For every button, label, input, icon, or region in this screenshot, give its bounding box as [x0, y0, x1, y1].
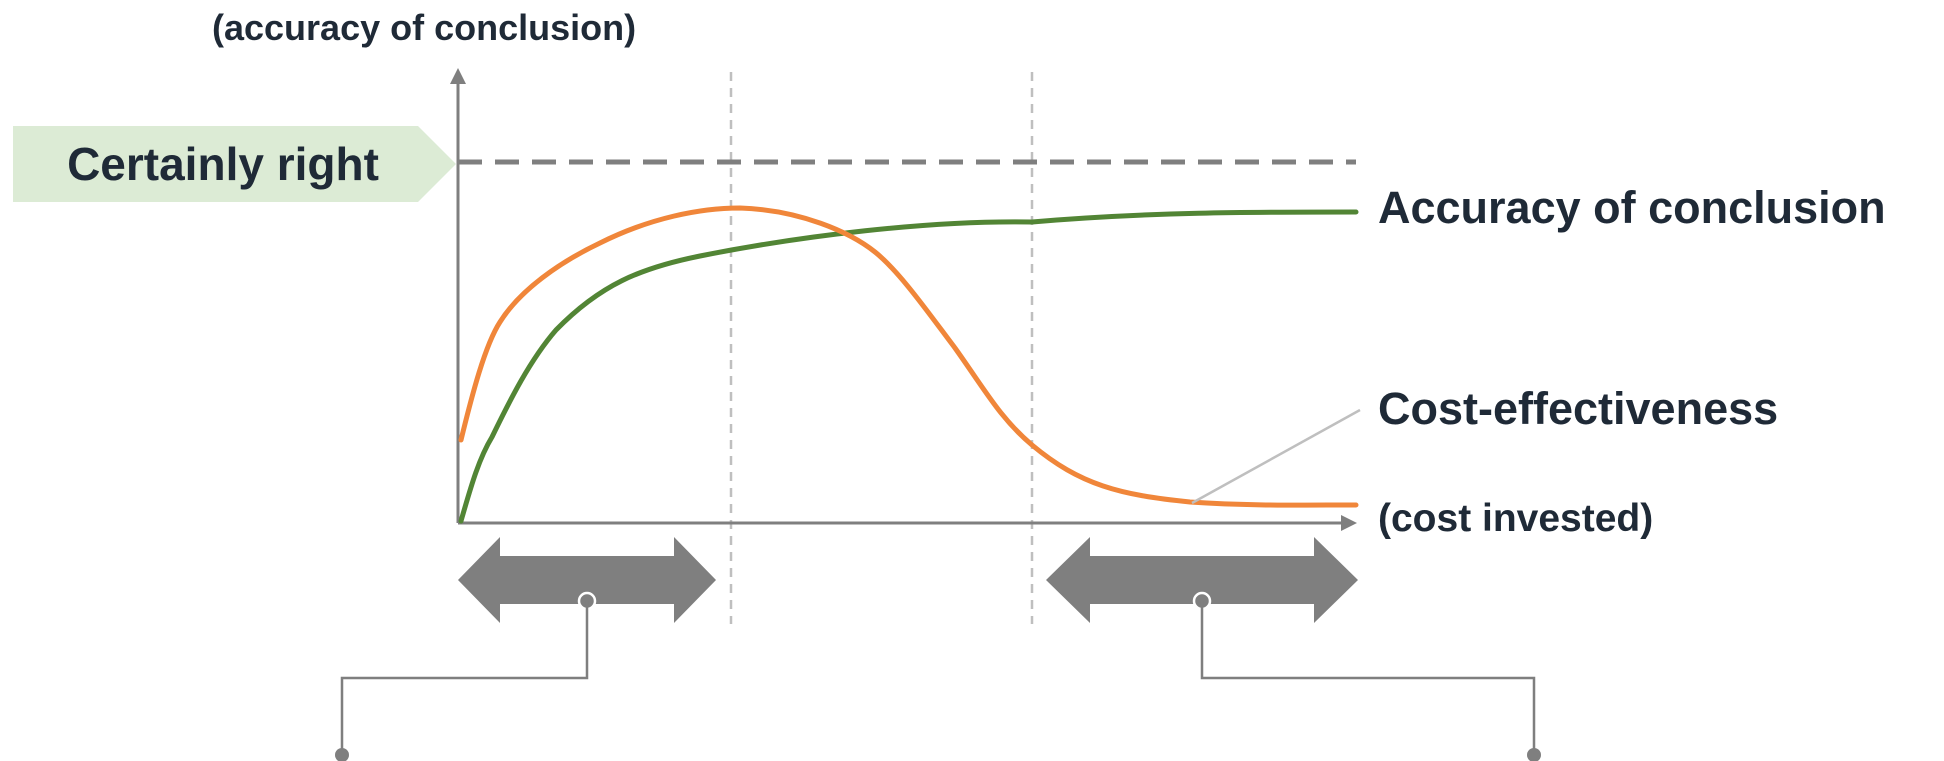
cost-effectiveness-leader-line [1191, 408, 1361, 505]
x-axis [458, 515, 1357, 531]
accuracy-curve [458, 209, 1359, 524]
x-axis-label: (cost invested) [1378, 497, 1653, 540]
right-callout-connector [1192, 591, 1541, 761]
y-axis-label: (accuracy of conclusion) [212, 7, 636, 48]
left-range-double-arrow-icon [458, 537, 716, 623]
y-axis-arrowhead [450, 68, 466, 84]
certainly-right-label: Certainly right [67, 138, 379, 190]
cost-effectiveness-series-label: Cost-effectiveness [1378, 383, 1778, 434]
accuracy-series-label: Accuracy of conclusion [1378, 182, 1886, 233]
cost-effectiveness-curve [458, 205, 1359, 508]
right-range-double-arrow-icon [1046, 537, 1358, 623]
y-axis [450, 68, 466, 523]
left-callout-connector [335, 591, 597, 761]
badge-shape [13, 126, 456, 202]
x-axis-arrowhead [1341, 515, 1357, 531]
certainly-right-badge: Certainly right [13, 126, 456, 202]
